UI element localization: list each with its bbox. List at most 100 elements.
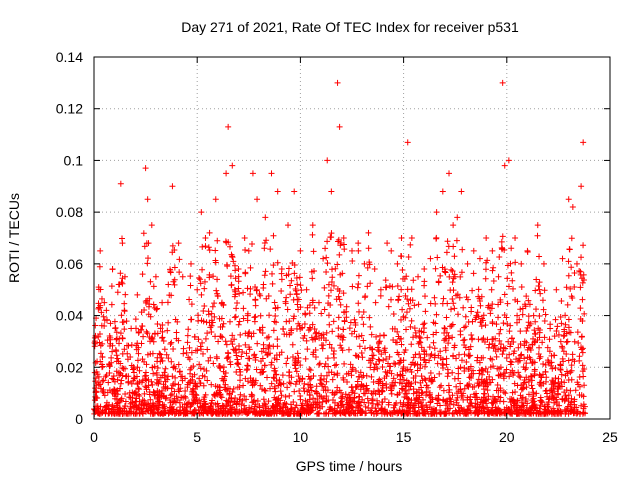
data-point bbox=[523, 293, 530, 300]
data-point bbox=[565, 403, 572, 410]
data-point bbox=[498, 238, 505, 245]
data-point bbox=[442, 344, 449, 351]
data-point bbox=[286, 318, 293, 325]
data-point bbox=[310, 248, 317, 255]
data-point bbox=[143, 386, 150, 393]
data-point bbox=[159, 357, 166, 364]
data-point bbox=[154, 396, 161, 403]
data-point bbox=[262, 268, 269, 275]
data-point bbox=[330, 318, 337, 325]
data-point bbox=[443, 249, 450, 256]
data-point bbox=[437, 348, 444, 355]
data-point bbox=[122, 398, 129, 405]
data-point bbox=[217, 405, 224, 412]
data-point bbox=[182, 395, 189, 402]
data-point bbox=[145, 240, 152, 247]
data-point bbox=[369, 355, 376, 362]
data-point bbox=[401, 393, 408, 400]
data-point bbox=[122, 291, 129, 298]
data-point bbox=[448, 306, 455, 313]
data-point bbox=[135, 344, 142, 351]
data-point bbox=[156, 350, 163, 357]
data-point bbox=[540, 260, 547, 267]
data-point bbox=[154, 358, 161, 365]
data-point bbox=[280, 380, 287, 387]
data-point bbox=[368, 373, 375, 380]
data-point bbox=[125, 379, 132, 386]
data-point bbox=[284, 410, 291, 417]
data-point bbox=[285, 271, 292, 278]
data-point bbox=[284, 384, 291, 391]
data-point bbox=[295, 355, 302, 362]
data-point bbox=[117, 180, 124, 187]
data-point bbox=[98, 361, 105, 368]
data-point bbox=[507, 322, 514, 329]
data-point bbox=[249, 392, 256, 399]
data-point bbox=[320, 395, 327, 402]
data-point bbox=[242, 406, 249, 413]
data-point bbox=[164, 327, 171, 334]
data-point bbox=[520, 385, 527, 392]
data-point bbox=[294, 301, 301, 308]
data-point bbox=[150, 370, 157, 377]
data-point bbox=[577, 305, 584, 312]
data-point bbox=[160, 384, 167, 391]
data-point bbox=[394, 371, 401, 378]
data-point bbox=[407, 241, 414, 248]
data-point bbox=[268, 361, 275, 368]
data-point bbox=[260, 345, 267, 352]
data-point bbox=[572, 387, 579, 394]
data-point bbox=[372, 390, 379, 397]
data-point bbox=[389, 283, 396, 290]
data-point bbox=[411, 397, 418, 404]
data-point bbox=[573, 260, 580, 267]
data-point bbox=[184, 400, 191, 407]
data-point bbox=[349, 404, 356, 411]
data-point bbox=[485, 302, 492, 309]
data-point bbox=[379, 387, 386, 394]
data-point bbox=[536, 313, 543, 320]
data-point bbox=[573, 410, 580, 417]
data-point bbox=[551, 333, 558, 340]
data-point bbox=[316, 409, 323, 416]
data-point bbox=[566, 246, 573, 253]
data-point bbox=[313, 333, 320, 340]
data-point bbox=[552, 375, 559, 382]
data-point bbox=[416, 327, 423, 334]
data-point bbox=[551, 410, 558, 417]
data-point bbox=[449, 334, 456, 341]
data-point bbox=[440, 387, 447, 394]
data-point bbox=[482, 322, 489, 329]
data-point bbox=[233, 369, 240, 376]
data-point bbox=[235, 278, 242, 285]
data-point bbox=[576, 373, 583, 380]
data-point bbox=[363, 409, 370, 416]
data-point bbox=[335, 236, 342, 243]
data-point bbox=[152, 331, 159, 338]
data-point bbox=[551, 399, 558, 406]
data-point bbox=[525, 313, 532, 320]
data-point bbox=[175, 361, 182, 368]
data-point bbox=[197, 403, 204, 410]
data-point bbox=[279, 372, 286, 379]
data-point bbox=[437, 410, 444, 417]
data-point bbox=[96, 330, 103, 337]
data-point bbox=[259, 324, 266, 331]
data-point bbox=[232, 275, 239, 282]
data-point bbox=[138, 326, 145, 333]
data-point bbox=[114, 289, 121, 296]
data-point bbox=[340, 376, 347, 383]
data-point bbox=[486, 410, 493, 417]
data-point bbox=[310, 349, 317, 356]
data-point bbox=[328, 287, 335, 294]
data-point bbox=[190, 363, 197, 370]
data-point bbox=[301, 409, 308, 416]
data-point bbox=[238, 353, 245, 360]
data-point bbox=[105, 379, 112, 386]
data-point bbox=[482, 259, 489, 266]
data-point bbox=[513, 319, 520, 326]
data-point bbox=[385, 360, 392, 367]
data-point bbox=[499, 233, 506, 240]
data-point bbox=[113, 352, 120, 359]
data-point bbox=[364, 283, 371, 290]
